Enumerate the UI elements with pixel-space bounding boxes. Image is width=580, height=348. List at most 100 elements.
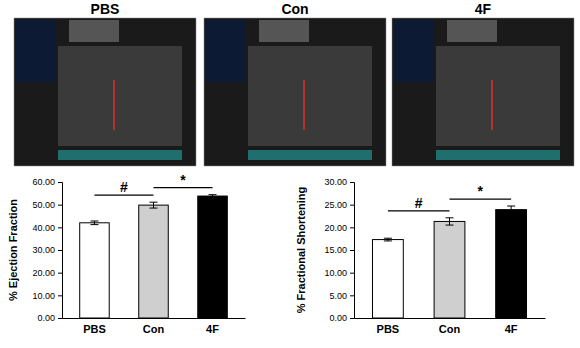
echo-panel [392, 18, 574, 166]
echo-caliper [113, 80, 115, 130]
y-tick: 25.00 [324, 200, 354, 210]
error-bar [507, 206, 515, 213]
tick-label: 30.00 [32, 245, 55, 255]
tick-mark [350, 250, 354, 251]
y-tick: 40.00 [32, 223, 62, 233]
tick-label: PBS [377, 323, 400, 335]
echo-bmode [259, 20, 309, 42]
x-tick: 4F [505, 323, 518, 335]
x-tick: Con [439, 323, 461, 335]
echo-bmode [69, 20, 119, 42]
tick-label: 4F [505, 323, 518, 335]
y-tick: 5.00 [329, 291, 354, 301]
tick-label: 10.00 [32, 291, 55, 301]
tick-mark [58, 205, 62, 206]
error-bar [446, 218, 454, 225]
bar [139, 205, 169, 318]
y-tick: 10.00 [324, 268, 354, 278]
tick-label: 40.00 [32, 223, 55, 233]
error-bar [384, 238, 392, 241]
tick-mark [350, 205, 354, 206]
y-tick: 30.00 [32, 245, 62, 255]
tick-mark [58, 250, 62, 251]
y-tick: 50.00 [32, 200, 62, 210]
x-tick: PBS [377, 323, 400, 335]
y-axis: 0.00 5.00 10.00 15.00 20.00 25.00 30.00 [324, 177, 354, 323]
plot-area [372, 206, 526, 318]
axis-line [63, 318, 246, 319]
echo-mmode [436, 46, 560, 146]
error-bar [209, 195, 217, 198]
echo-readout [16, 20, 56, 82]
x-tick: 4F [206, 323, 219, 335]
bar [198, 196, 228, 318]
tick-mark [58, 318, 62, 319]
tick-label: 5.00 [329, 291, 347, 301]
tick-mark [350, 318, 354, 319]
tick-mark [350, 227, 354, 228]
x-tick: PBS [83, 323, 106, 335]
error-bar [90, 221, 98, 225]
y-axis-title: % Fractional Shortening [295, 187, 307, 314]
tick-label: 15.00 [324, 245, 347, 255]
significance-label: # [120, 179, 128, 195]
bar-chart: 0.00 5.00 10.00 15.00 20.00 25.00 30.00 PBS Con 4… [295, 177, 546, 335]
echo-mmode [58, 46, 182, 146]
bar [372, 240, 403, 318]
tick-label: 30.00 [324, 177, 347, 187]
y-axis: 0.00 10.00 20.00 30.00 40.00 50.00 60.00 [32, 177, 62, 323]
axis-line [58, 183, 63, 319]
tick-label: Con [439, 323, 461, 335]
echo-panel [14, 18, 196, 166]
bar [496, 210, 527, 318]
tick-label: 4F [206, 323, 219, 335]
echo-image [392, 18, 574, 166]
y-tick: 0.00 [37, 313, 62, 323]
tick-mark [58, 273, 62, 274]
x-tick: Con [143, 323, 165, 335]
tick-label: Con [143, 323, 165, 335]
echo-caliper [491, 80, 493, 130]
y-tick: 20.00 [324, 223, 354, 233]
tick-label: 60.00 [32, 177, 55, 187]
x-axis: PBS Con 4F [355, 319, 546, 336]
echo-readout [206, 20, 246, 82]
significance-label: # [415, 195, 423, 211]
tick-label: 20.00 [32, 268, 55, 278]
echo-mmode [248, 46, 372, 146]
bar-chart: 0.00 10.00 20.00 30.00 40.00 50.00 60.00 PBS Con… [7, 172, 246, 335]
y-tick: 15.00 [324, 245, 354, 255]
echo-image [204, 18, 386, 166]
bar [434, 221, 465, 318]
x-axis: PBS Con 4F [63, 319, 246, 336]
y-tick: 10.00 [32, 291, 62, 301]
echo-readout [394, 20, 434, 82]
tick-mark [58, 182, 62, 183]
tick-label: 0.00 [329, 313, 347, 323]
tick-mark [350, 182, 354, 183]
error-bar [150, 202, 158, 208]
y-tick: 30.00 [324, 177, 354, 187]
y-tick: 0.00 [329, 313, 354, 323]
significance-label: * [478, 183, 484, 199]
tick-mark [58, 227, 62, 228]
y-axis-title: % Ejection Fraction [7, 199, 19, 301]
echo-ecg [248, 150, 372, 160]
tick-mark [350, 295, 354, 296]
panel-title: 4F [475, 1, 492, 17]
panel-title: PBS [91, 1, 120, 17]
echo-caliper [303, 80, 305, 130]
axis-line [355, 318, 546, 319]
tick-label: PBS [83, 323, 106, 335]
axis-line [350, 183, 355, 319]
tick-label: 50.00 [32, 200, 55, 210]
echo-ecg [436, 150, 560, 160]
plot-area [80, 195, 228, 318]
echo-ecg [58, 150, 182, 160]
tick-label: 0.00 [37, 313, 55, 323]
significance-label: * [180, 172, 186, 188]
tick-label: 20.00 [324, 223, 347, 233]
tick-mark [350, 273, 354, 274]
echo-panel [204, 18, 386, 166]
echo-bmode [447, 20, 497, 42]
